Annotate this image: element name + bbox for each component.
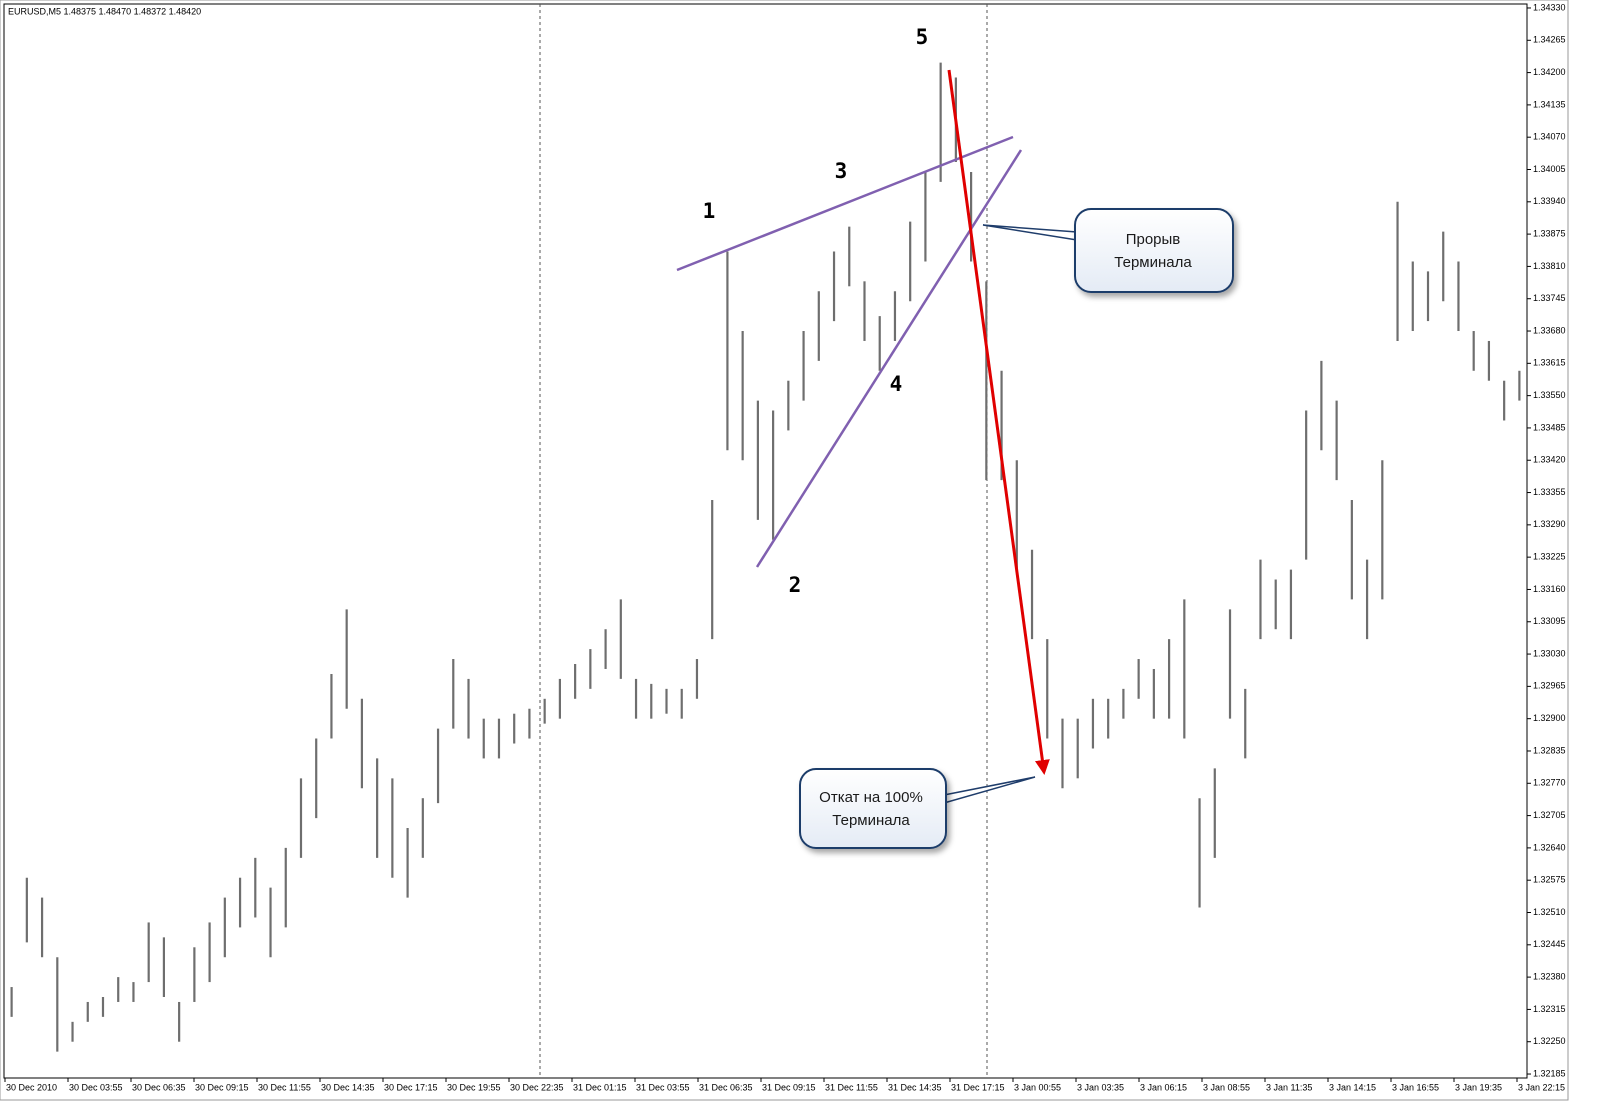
y-tick-label: 1.34135 [1533,99,1566,109]
x-tick-label: 30 Dec 19:55 [447,1082,501,1092]
wave-label: 3 [835,159,848,183]
y-tick-label: 1.33095 [1533,616,1566,626]
x-tick-label: 3 Jan 08:55 [1203,1082,1250,1092]
y-tick-label: 1.33355 [1533,487,1566,497]
y-tick-label: 1.32835 [1533,745,1566,755]
y-tick-label: 1.33940 [1533,196,1566,206]
plot-area [3,3,1528,1079]
x-tick-label: 30 Dec 11:55 [258,1082,311,1092]
x-tick-label: 3 Jan 22:15 [1518,1082,1565,1092]
callout-text: Откат на 100% [819,789,923,806]
y-tick-label: 1.33680 [1533,325,1566,335]
callout-text: Терминала [1114,254,1192,271]
y-tick-label: 1.34200 [1533,67,1566,77]
callout-text: Терминала [832,812,910,829]
x-tick-label: 31 Dec 09:15 [762,1082,816,1092]
projection-arrow [947,69,1050,775]
y-tick-label: 1.33485 [1533,422,1566,432]
wave-label: 2 [789,573,802,597]
y-tick-label: 1.34005 [1533,164,1566,174]
x-tick-label: 30 Dec 17:15 [384,1082,438,1092]
y-tick-label: 1.33810 [1533,261,1566,271]
x-tick-label: 31 Dec 01:15 [573,1082,627,1092]
x-tick-label: 31 Dec 14:35 [888,1082,942,1092]
callout-box [799,768,947,849]
x-tick-label: 30 Dec 14:35 [321,1082,375,1092]
y-tick-label: 1.33420 [1533,455,1566,465]
y-tick-label: 1.32250 [1533,1036,1566,1046]
y-tick-label: 1.34070 [1533,132,1566,142]
x-tick-label: 3 Jan 16:55 [1392,1082,1439,1092]
x-tick-label: 3 Jan 00:55 [1014,1082,1061,1092]
y-tick-label: 1.33225 [1533,552,1566,562]
callout-text: Прорыв [1126,231,1181,248]
x-tick-label: 31 Dec 06:35 [699,1082,753,1092]
wave-label: 5 [916,25,929,49]
x-tick-label: 30 Dec 2010 [6,1082,57,1092]
y-tick-label: 1.32315 [1533,1004,1566,1014]
x-tick-label: 30 Dec 03:55 [69,1082,123,1092]
y-tick-label: 1.32900 [1533,713,1566,723]
y-tick-label: 1.32705 [1533,810,1566,820]
y-tick-label: 1.33160 [1533,584,1566,594]
x-tick-label: 3 Jan 19:35 [1455,1082,1502,1092]
x-tick-label: 30 Dec 22:35 [510,1082,564,1092]
x-tick-label: 3 Jan 06:15 [1140,1082,1187,1092]
y-tick-label: 1.33745 [1533,293,1566,303]
y-tick-label: 1.33615 [1533,358,1566,368]
axes: 1.34330 1.34265 1.34200 1.34135 1.34070 1.340… [4,2,1566,1092]
bars [10,62,1521,1052]
y-tick-label: 1.32185 [1533,1068,1566,1078]
x-tick-label: 30 Dec 06:35 [132,1082,186,1092]
y-tick-label: 1.33290 [1533,519,1566,529]
trend-line [676,135,1014,272]
wave-label: 1 [703,199,716,223]
x-tick-label: 3 Jan 14:15 [1329,1082,1376,1092]
trend-line [755,149,1023,568]
wave-label: 4 [890,372,903,396]
y-tick-label: 1.32640 [1533,842,1566,852]
callout: Откат на 100% Терминала [799,768,1036,849]
y-tick-label: 1.34330 [1533,2,1566,12]
y-tick-label: 1.32445 [1533,939,1566,949]
x-tick-label: 3 Jan 03:35 [1077,1082,1124,1092]
x-tick-label: 31 Dec 03:55 [636,1082,690,1092]
y-tick-label: 1.33875 [1533,228,1566,238]
y-tick-label: 1.32380 [1533,971,1566,981]
y-tick-label: 1.33550 [1533,390,1566,400]
x-tick-label: 31 Dec 17:15 [951,1082,1005,1092]
chart-title: EURUSD,M5 1.48375 1.48470 1.48372 1.4842… [8,6,201,16]
callout-box [1074,208,1234,293]
x-tick-label: 30 Dec 09:15 [195,1082,249,1092]
y-tick-label: 1.32965 [1533,681,1566,691]
y-tick-label: 1.34265 [1533,35,1566,45]
y-tick-label: 1.32575 [1533,875,1566,885]
y-tick-label: 1.32770 [1533,778,1566,788]
x-tick-label: 3 Jan 11:35 [1266,1082,1312,1092]
y-tick-label: 1.33030 [1533,648,1566,658]
y-tick-label: 1.32510 [1533,907,1566,917]
callout: Прорыв Терминала [982,208,1234,293]
x-tick-label: 31 Dec 11:55 [825,1082,878,1092]
